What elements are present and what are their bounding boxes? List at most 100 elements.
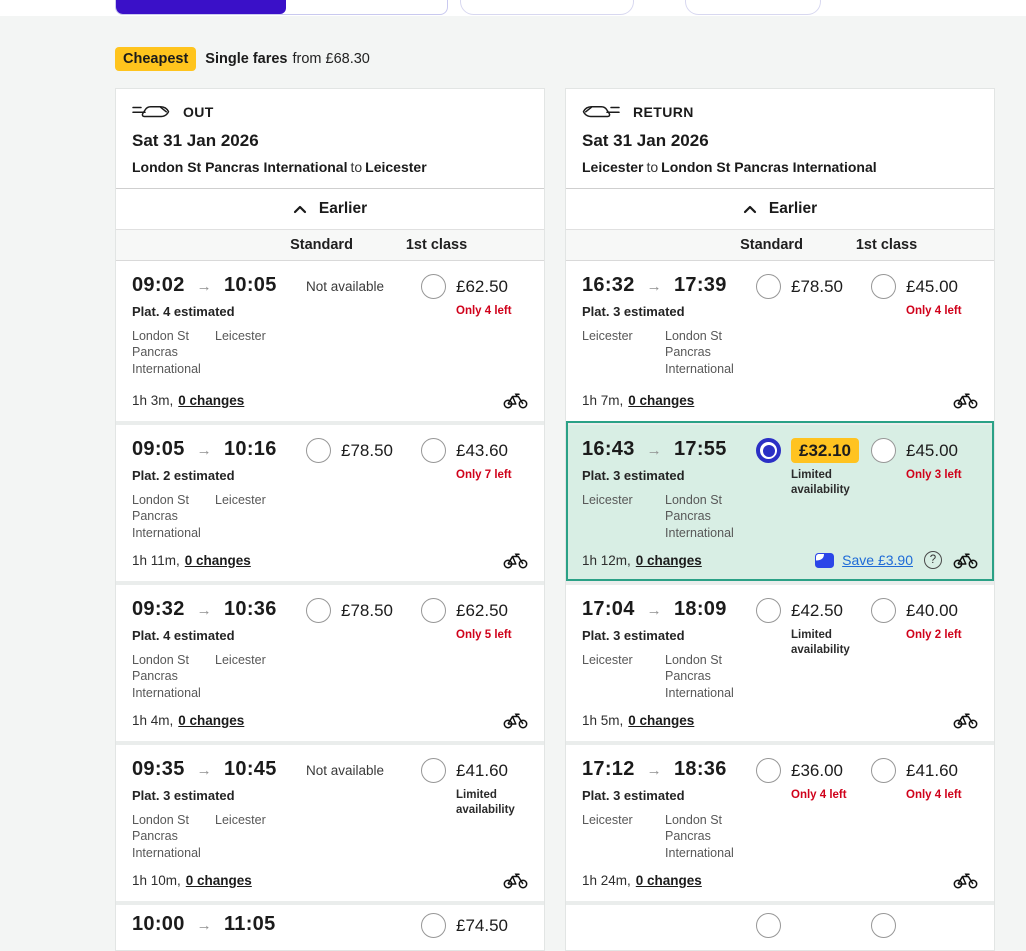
- earlier-button-out[interactable]: Earlier: [116, 189, 544, 230]
- first-class-fare-radio[interactable]: [421, 274, 446, 299]
- first-class-fare-radio[interactable]: [421, 598, 446, 623]
- destination-station: London St Pancras International: [665, 329, 734, 376]
- first-class-fare-radio[interactable]: [421, 913, 446, 938]
- earlier-label: Earlier: [768, 200, 818, 217]
- standard-fare-price: £36.00: [791, 761, 843, 780]
- origin-station: London St Pancras International: [132, 329, 201, 376]
- route-destination: Leicester: [365, 159, 427, 175]
- first-class-fare-radio[interactable]: [421, 758, 446, 783]
- first-class-fare-radio[interactable]: [871, 438, 896, 463]
- standard-fare-radio[interactable]: [306, 598, 331, 623]
- standard-fare-radio[interactable]: [756, 758, 781, 783]
- journey-row: [566, 901, 994, 950]
- first-class-fare-cell: £41.60 Only 4 left: [863, 758, 978, 862]
- save-link[interactable]: Save £3.90: [842, 552, 913, 568]
- arrow-right-icon: →: [646, 442, 662, 459]
- standard-fare-cell: Not available: [298, 758, 413, 862]
- journey-row: 09:35 → 10:45 Plat. 3 estimated London St Pa…: [116, 741, 544, 901]
- platform-label: Plat. 3 estimated: [582, 468, 685, 483]
- destination-station: London St Pancras International: [665, 493, 734, 540]
- changes-link[interactable]: 0 changes: [635, 552, 702, 568]
- journey-row: 16:43 → 17:55 Plat. 3 estimated Leicester Lon…: [566, 421, 994, 581]
- departure-time: 16:32: [582, 274, 635, 296]
- journey-row-footer: 1h 3m, 0 changes: [132, 392, 528, 409]
- first-class-fare-radio[interactable]: [871, 913, 896, 938]
- arrival-time: 18:36: [673, 758, 727, 780]
- standard-fare-radio[interactable]: [306, 438, 331, 463]
- changes-link[interactable]: 0 changes: [178, 393, 245, 408]
- standard-fare-radio[interactable]: [756, 913, 781, 938]
- first-class-fare-price: £74.50: [456, 916, 508, 935]
- journey-progress-control[interactable]: [115, 0, 448, 15]
- train-left-icon: [582, 103, 620, 121]
- route-origin: Leicester: [582, 159, 644, 175]
- earlier-button-return[interactable]: Earlier: [566, 189, 994, 230]
- return-panel: RETURN Sat 31 Jan 2026 Leicester to London…: [565, 88, 995, 951]
- origin-station: London St Pancras International: [132, 493, 201, 540]
- top-pill-button-2[interactable]: [685, 0, 821, 15]
- bicycle-icon: [953, 392, 978, 409]
- journey-info: 16:43 → 17:55 Plat. 3 estimated Leicester Lon…: [582, 438, 748, 541]
- fare-availability-note: Limited availability: [456, 789, 515, 816]
- journey-info: 09:02 → 10:05 Plat. 4 estimated London St Pa…: [132, 274, 298, 382]
- arrival-time: 10:05: [223, 274, 277, 296]
- standard-not-available-label: Not available: [306, 763, 385, 778]
- first-class-fare-cell: £74.50: [413, 913, 528, 938]
- outbound-panel: OUT Sat 31 Jan 2026 London St Pancras In…: [115, 88, 545, 951]
- departure-time: 09:35: [132, 758, 185, 780]
- arrival-time: 18:09: [673, 598, 727, 620]
- fare-availability-note: Only 2 left: [906, 629, 962, 641]
- first-class-fare-radio[interactable]: [421, 438, 446, 463]
- journey-row-footer: 1h 11m, 0 changes: [132, 552, 528, 569]
- route-to-word: to: [646, 159, 659, 175]
- journey-info: [582, 913, 748, 938]
- changes-link[interactable]: 0 changes: [185, 873, 252, 888]
- arrow-right-icon: →: [196, 762, 212, 779]
- standard-fare-cell: £78.50: [298, 438, 413, 542]
- first-class-fare-cell: £41.60 Limited availability: [413, 758, 528, 862]
- changes-link[interactable]: 0 changes: [628, 393, 695, 408]
- destination-station: Leicester: [215, 329, 266, 343]
- first-class-fare-radio[interactable]: [871, 758, 896, 783]
- changes-link[interactable]: 0 changes: [178, 713, 245, 728]
- platform-label: Plat. 4 estimated: [132, 628, 235, 643]
- changes-link[interactable]: 0 changes: [628, 713, 695, 728]
- bicycle-icon: [503, 712, 528, 729]
- standard-column-label: Standard: [740, 237, 803, 253]
- bicycle-icon: [953, 712, 978, 729]
- platform-label: Plat. 4 estimated: [132, 304, 235, 319]
- chevron-up-icon: [293, 205, 307, 214]
- destination-station: London St Pancras International: [665, 813, 734, 860]
- departure-time: 16:43: [582, 438, 635, 460]
- standard-not-available-label: Not available: [306, 279, 385, 294]
- standard-fare-radio[interactable]: [756, 438, 781, 463]
- origin-station: Leicester: [582, 493, 633, 507]
- help-icon[interactable]: ?: [924, 551, 942, 569]
- journey-info: 16:32 → 17:39 Plat. 3 estimated Leicester Lon…: [582, 274, 748, 382]
- standard-fare-radio[interactable]: [756, 598, 781, 623]
- top-controls-strip: [0, 0, 1026, 16]
- arrival-time: 17:39: [673, 274, 727, 296]
- duration-label: 1h 12m,: [582, 552, 631, 568]
- journey-row: 09:02 → 10:05 Plat. 4 estimated London St Pa…: [116, 261, 544, 421]
- top-pill-button-1[interactable]: [460, 0, 634, 15]
- fare-availability-note: Only 5 left: [456, 629, 512, 641]
- standard-fare-radio[interactable]: [756, 274, 781, 299]
- changes-link[interactable]: 0 changes: [635, 873, 702, 888]
- standard-fare-cell: £42.50 Limited availability: [748, 598, 863, 702]
- destination-station: London St Pancras International: [665, 653, 734, 700]
- first-class-fare-price: £40.00: [906, 601, 958, 620]
- journey-info: 09:32 → 10:36 Plat. 4 estimated London St Pa…: [132, 598, 298, 702]
- first-class-fare-price: £41.60: [906, 761, 958, 780]
- standard-fare-price: £78.50: [341, 601, 393, 620]
- changes-link[interactable]: 0 changes: [184, 553, 251, 568]
- duration-label: 1h 11m,: [132, 553, 180, 568]
- first-class-fare-radio[interactable]: [871, 274, 896, 299]
- journey-panels: OUT Sat 31 Jan 2026 London St Pancras In…: [115, 88, 995, 951]
- progress-fill: [116, 0, 286, 14]
- first-class-column-label: 1st class: [855, 237, 918, 253]
- standard-fare-cell: [298, 913, 413, 938]
- chevron-up-icon: [743, 205, 757, 214]
- travel-date: Sat 31 Jan 2026: [582, 131, 709, 150]
- first-class-fare-radio[interactable]: [871, 598, 896, 623]
